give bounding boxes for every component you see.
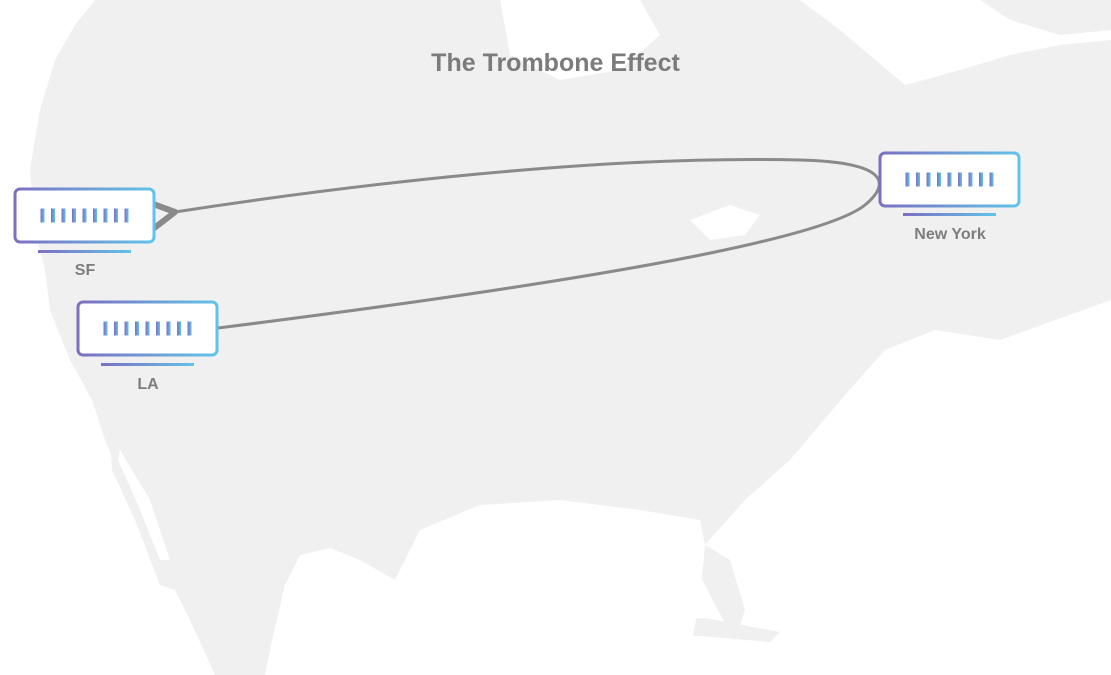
sf-server-port (124, 208, 129, 223)
new-york-server-port (979, 172, 983, 187)
hudson-bay (500, 0, 660, 80)
sf-server-port (93, 208, 97, 223)
new-york-server-port (968, 172, 973, 187)
great-lakes (690, 205, 760, 240)
sf-server-port (82, 208, 87, 223)
sf-server-port (51, 208, 55, 223)
new-york-server-port (916, 172, 920, 187)
florida-peninsula (700, 545, 745, 640)
north-america-landmass (30, 0, 1111, 675)
la-server-port (103, 321, 108, 336)
new-york-server-port (937, 172, 941, 187)
la-server-port (156, 321, 160, 336)
sf-label: SF (74, 262, 96, 279)
la-server-port (177, 321, 181, 336)
sf-server-icon (13, 187, 156, 253)
la-server-port (124, 321, 129, 336)
new-york-server-port (989, 172, 994, 187)
new-york-server-port (958, 172, 962, 187)
la-server-port (166, 321, 171, 336)
la-server-icon (76, 300, 219, 366)
new-york-server-port (947, 172, 952, 187)
new-york-server-ports (905, 172, 994, 187)
la-server-ports (103, 321, 192, 336)
new-york-server-port (926, 172, 931, 187)
sf-server-port (40, 208, 45, 223)
la-server-port (135, 321, 139, 336)
gulf-of-california (118, 450, 170, 560)
sf-server-port (103, 208, 108, 223)
new-york-server-port (905, 172, 910, 187)
sf-server-base (38, 250, 131, 253)
sf-server-port (72, 208, 76, 223)
new-york-label: New York (914, 226, 986, 243)
gulf-of-mexico (395, 500, 705, 675)
sf-server-port (114, 208, 118, 223)
la-server-port (187, 321, 192, 336)
la-server-port (114, 321, 118, 336)
la-server-base (101, 363, 194, 366)
sf-server-ports (40, 208, 129, 223)
new-york-server-icon (878, 151, 1021, 216)
greenland-tip (980, 0, 1111, 35)
water-cutouts (118, 0, 760, 675)
la-server-port (145, 321, 150, 336)
nova-scotia (1030, 140, 1100, 180)
new-york-server-base (903, 213, 996, 216)
sf-server-port (61, 208, 66, 223)
la-label: LA (137, 376, 159, 393)
trombone-connection-path (143, 157, 881, 330)
diagram-title: The Trombone Effect (431, 49, 680, 77)
